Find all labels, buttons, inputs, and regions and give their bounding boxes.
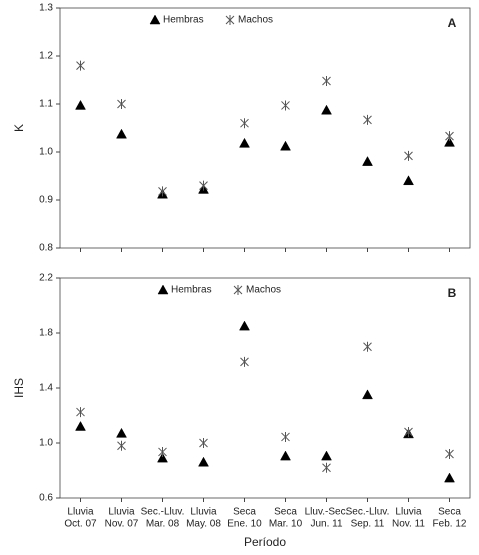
marker (404, 150, 413, 161)
marker (321, 450, 332, 461)
marker (362, 389, 373, 400)
legend-label: Machos (246, 285, 281, 296)
marker (404, 427, 413, 437)
marker (157, 452, 168, 463)
panel-label: B (448, 286, 457, 300)
x-tick-label: Lluv.-Sec. (305, 507, 349, 518)
panel-label: A (448, 16, 457, 30)
y-tick-label: 1.1 (39, 99, 53, 110)
x-axis-title: Período (244, 535, 286, 549)
marker (239, 137, 250, 148)
marker (281, 100, 290, 111)
legend-marker (157, 284, 169, 295)
x-tick-label: Lluvia (395, 507, 422, 518)
marker (199, 180, 208, 191)
y-tick-label: 0.9 (39, 195, 53, 206)
y-tick-label: 1.8 (39, 328, 53, 339)
marker (362, 156, 373, 166)
marker (158, 186, 167, 197)
x-tick-label: Oct. 07 (64, 519, 97, 530)
legend-marker (225, 15, 235, 25)
marker (76, 407, 85, 418)
legend-label: Hembras (163, 15, 204, 26)
x-tick-label: Lluvia (108, 507, 135, 518)
y-tick-label: 2.2 (39, 273, 53, 284)
plot-frame (59, 7, 471, 249)
marker (240, 118, 249, 129)
legend-marker (233, 285, 243, 295)
y-tick-label: 1.3 (39, 3, 53, 14)
legend-marker (149, 14, 161, 25)
marker (240, 356, 249, 367)
marker (445, 131, 454, 142)
y-axis-title: K (12, 124, 26, 132)
marker (322, 462, 331, 473)
marker (444, 136, 455, 147)
marker (116, 128, 127, 139)
marker (403, 175, 414, 186)
x-tick-label: Seca (274, 507, 297, 518)
marker (199, 438, 208, 448)
marker (198, 456, 209, 467)
y-axis-title: IHS (12, 378, 26, 398)
x-tick-label: Sep. 11 (351, 519, 385, 530)
legend-label: Machos (238, 15, 273, 26)
x-tick-label: May. 08 (186, 519, 221, 530)
marker (322, 75, 331, 86)
marker (117, 99, 126, 109)
marker (280, 140, 291, 151)
y-tick-label: 1.4 (39, 383, 53, 394)
x-tick-label: Jun. 11 (310, 519, 342, 530)
x-tick-label: Mar. 08 (146, 519, 180, 530)
x-tick-label: Feb. 12 (433, 519, 467, 530)
y-tick-label: 1.0 (39, 438, 53, 449)
y-tick-label: 0.8 (39, 243, 53, 254)
marker (116, 427, 127, 438)
x-tick-label: Seca (438, 507, 461, 518)
legend-label: Hembras (171, 285, 212, 296)
marker (281, 431, 290, 442)
marker (158, 446, 167, 457)
marker (363, 114, 372, 125)
x-tick-label: Sec.-Lluv. (141, 507, 185, 518)
x-tick-label: Ene. 10 (227, 519, 262, 530)
x-tick-label: Lluvia (190, 507, 217, 518)
marker (280, 450, 291, 461)
x-tick-label: Lluvia (67, 507, 94, 518)
marker (75, 99, 86, 110)
marker (239, 320, 250, 331)
marker (321, 104, 332, 115)
marker (117, 440, 126, 451)
y-tick-label: 1.0 (39, 147, 53, 158)
marker (76, 60, 85, 71)
x-tick-label: Nov. 07 (105, 519, 139, 530)
y-tick-label: 1.2 (39, 51, 53, 62)
x-tick-label: Seca (233, 507, 256, 518)
x-tick-label: Mar. 10 (269, 519, 303, 530)
plot-frame (59, 277, 471, 499)
y-tick-label: 0.6 (39, 493, 53, 504)
x-tick-label: Sec.-Lluv. (346, 507, 390, 518)
marker (445, 449, 454, 459)
x-tick-label: Nov. 11 (392, 519, 425, 530)
marker (75, 420, 86, 431)
marker (363, 341, 372, 352)
marker (444, 472, 455, 483)
